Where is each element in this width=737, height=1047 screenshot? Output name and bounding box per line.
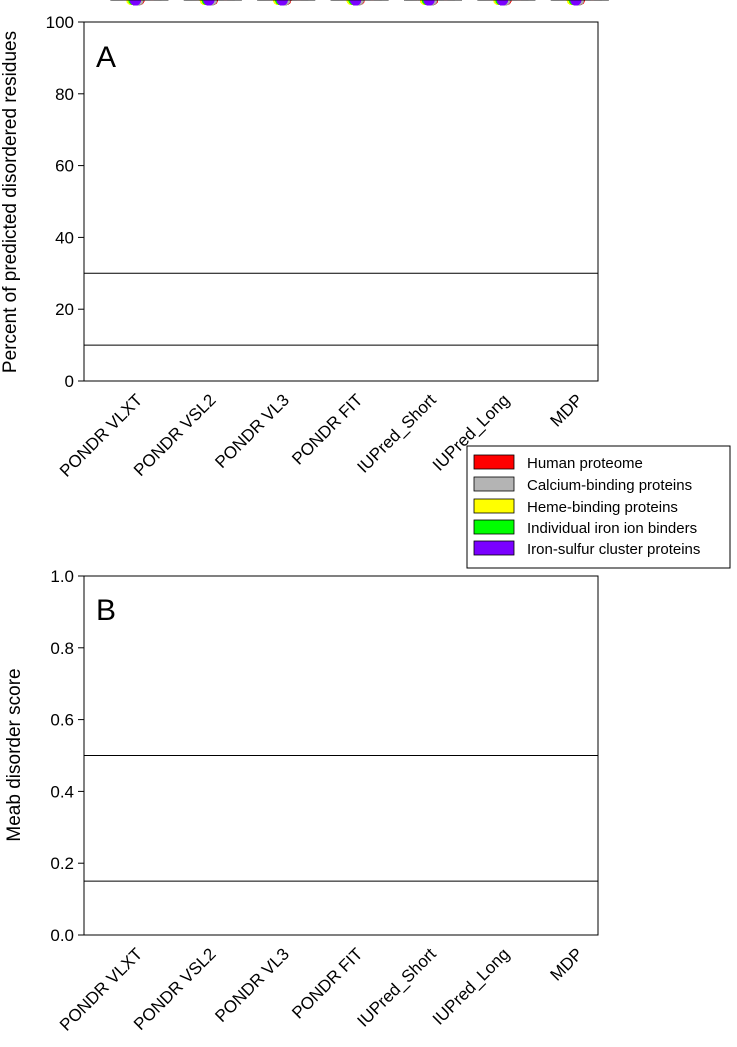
y-tick-label: 0.2 <box>50 854 74 873</box>
outlier-point-fes <box>276 0 288 6</box>
outlier-point-fes <box>203 0 215 6</box>
panel-b-letter: B <box>96 594 116 627</box>
y-tick-label: 0.6 <box>50 711 74 730</box>
y-tick-label: 100 <box>46 13 74 32</box>
y-tick-label: 0.0 <box>50 926 74 945</box>
outlier-point-fes <box>496 0 508 6</box>
y-tick-label: 0 <box>65 372 74 391</box>
legend-label-calcium: Calcium-binding proteins <box>527 477 692 494</box>
legend-label-human: Human proteome <box>527 455 643 472</box>
panel-a-y-axis-title: Percent of predicted disordered residues <box>0 31 21 373</box>
legend-swatch-human <box>473 454 515 470</box>
legend-swatch-calcium <box>473 476 515 492</box>
legend-item-human: Human proteome <box>473 454 643 472</box>
y-tick-label: 80 <box>55 85 74 104</box>
x-category-label: IUPred_Short <box>354 944 440 1030</box>
legend-item-iron: Individual iron ion binders <box>473 519 697 537</box>
y-tick-label: 0.4 <box>50 782 74 801</box>
y-tick-label: 0.8 <box>50 639 74 658</box>
x-category-label: MDP <box>546 390 586 430</box>
y-tick-label: 40 <box>55 228 74 247</box>
legend-label-iron: Individual iron ion binders <box>527 520 697 537</box>
y-tick-label: 1.0 <box>50 567 74 586</box>
legend-item-heme: Heme-binding proteins <box>473 498 678 516</box>
outlier-point-fes <box>570 0 582 6</box>
x-category-label: MDP <box>546 944 586 984</box>
legend-label-fes: Iron-sulfur cluster proteins <box>527 541 700 558</box>
x-category-label: IUPred_Short <box>354 390 440 476</box>
x-category-label: PONDR FIT <box>288 390 366 468</box>
legend-swatch-iron <box>473 519 515 535</box>
panel-a-letter: A <box>96 41 116 74</box>
panel-b-y-axis-title: Meab disorder score <box>4 668 25 841</box>
legend-label-heme: Heme-binding proteins <box>527 499 678 516</box>
outlier-point-fes <box>350 0 362 6</box>
y-tick-label: 60 <box>55 157 74 176</box>
x-category-label: PONDR FIT <box>288 944 366 1022</box>
outlier-point-fes <box>129 0 141 6</box>
panel-a-chart: Percent of predicted disordered residues… <box>0 0 609 481</box>
y-tick-label: 20 <box>55 300 74 319</box>
outlier-point-fes <box>423 0 435 6</box>
plot-frame <box>83 21 599 382</box>
legend-swatch-heme <box>473 498 515 514</box>
x-category-label: IUPred_Long <box>429 944 513 1028</box>
x-category-label: PONDR VL3 <box>211 390 293 472</box>
legend: Human proteome Calcium-binding proteins … <box>466 445 731 569</box>
legend-swatch-fes <box>473 540 515 556</box>
x-category-label: PONDR VL3 <box>211 944 293 1026</box>
legend-item-calcium: Calcium-binding proteins <box>473 476 692 494</box>
legend-item-fes: Iron-sulfur cluster proteins <box>473 540 700 558</box>
